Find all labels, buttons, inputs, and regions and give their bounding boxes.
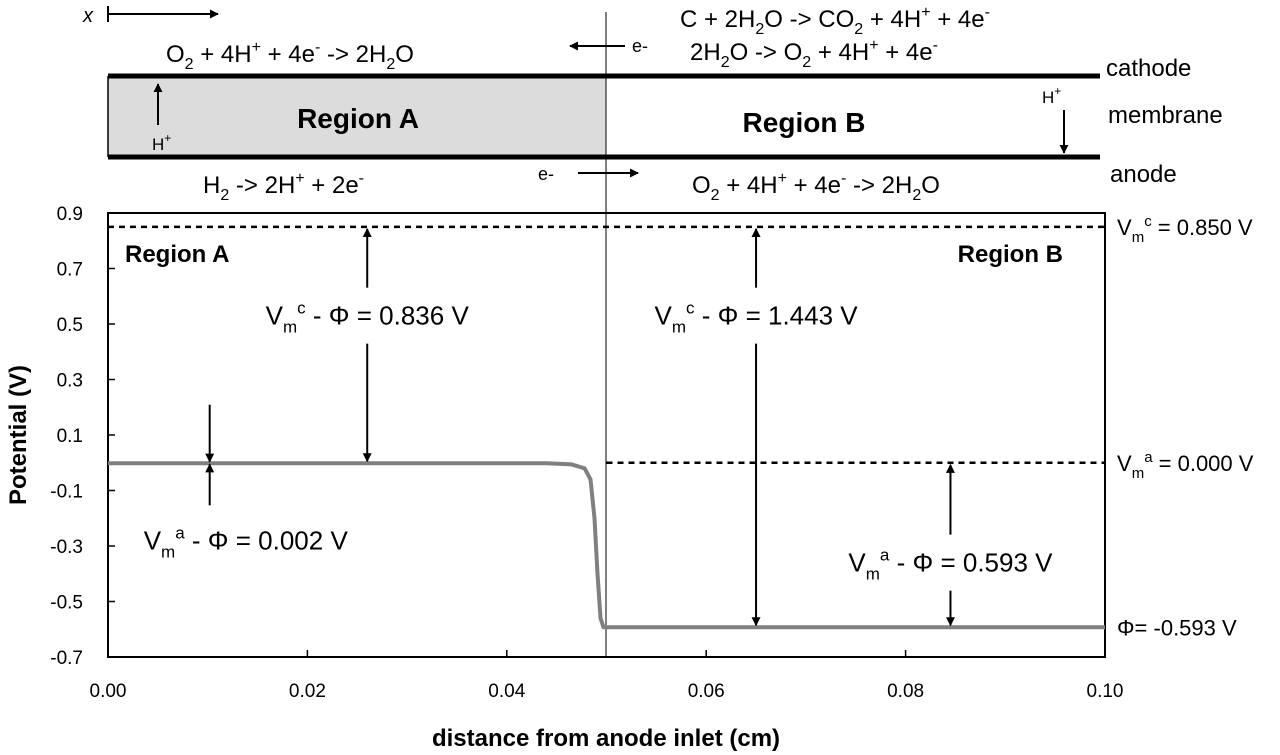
x-tick-label: 0.06 [688,681,725,702]
reaction-cathode-region-a: O2 + 4H+ + 4e- -> 2H2O [166,39,414,73]
cathode-label: cathode [1106,55,1191,82]
x-tick-label: 0.04 [488,681,525,702]
y-tick-label: -0.5 [50,593,83,614]
potential-annotations: Vmc - Φ = 0.836 V Vmc - Φ = 1.443 V Vma - … [144,227,1053,627]
x-tick-label: 0.08 [887,681,924,702]
cell-schematic: x cathode membrane anode Region A Region… [82,4,1223,204]
reference-lines: Vmc = 0.850 V Vma = 0.000 V Φ= -0.593 V [108,213,1254,640]
annotation-label: Vma - Φ = 0.002 V [144,523,349,561]
annotation-label: Vmc - Φ = 0.836 V [266,299,470,337]
potential-line [108,461,1105,630]
annotation-label: Vmc - Φ = 1.443 V [654,299,858,337]
potential-plot: 0.9 0.7 0.5 0.3 0.1 -0.1 -0.3 -0.5 -0.7 0.00 0.02… [5,12,1254,752]
x-tick-label: 0.00 [90,681,127,702]
y-axis-label: Potential (V) [5,365,32,505]
schematic-region-a-label: Region A [297,103,419,134]
annotation-1: Vmc - Φ = 0.836 V [266,227,470,463]
reaction-anode-region-a: H2 -> 2H+ + 2e- [203,170,364,204]
y-tick-label: 0.3 [57,371,83,392]
y-tick-label: -0.7 [50,648,83,669]
y-axis-ticks: 0.9 0.7 0.5 0.3 0.1 -0.1 -0.3 -0.5 -0.7 [50,204,115,669]
plot-region-a-label: Region A [125,241,229,268]
x-axis-label: distance from anode inlet (cm) [432,725,780,752]
y-tick-label: 0.1 [57,426,83,447]
electron-label-cathode: e- [632,36,648,56]
x-axis-symbol: x [82,5,94,27]
annotation-label: Vma - Φ = 0.593 V [848,546,1053,584]
y-tick-label: -0.3 [50,537,83,558]
reference-line-label-1: Vmc = 0.850 V [1117,213,1253,246]
y-tick-label: 0.5 [57,315,83,336]
annotation-4: Vma - Φ = 0.002 V [144,404,349,561]
proton-label-region-b: H+ [1042,84,1061,107]
x-tick-label: 0.02 [289,681,326,702]
x-axis-ticks: 0.00 0.02 0.04 0.06 0.08 0.10 [90,650,1124,702]
x-tick-label: 0.10 [1087,681,1124,702]
annotation-2: Vmc - Φ = 1.443 V [654,227,858,627]
membrane-label: membrane [1108,102,1223,129]
schematic-region-b-label: Region B [743,107,866,138]
reaction-cathode-region-b-1: C + 2H2O -> CO2 + 4H+ + 4e- [680,4,990,38]
y-tick-label: 0.9 [57,204,83,225]
reaction-anode-region-b: O2 + 4H+ + 4e- -> 2H2O [692,170,940,204]
proton-label-region-a: H+ [152,131,171,154]
reference-line-label-2: Vma = 0.000 V [1117,449,1254,482]
region-a-membrane-fill [108,76,606,157]
potential-series [108,461,1105,630]
y-tick-label: 0.7 [57,260,83,281]
reaction-cathode-region-b-2: 2H2O -> O2 + 4H+ + 4e- [690,37,938,71]
anode-label: anode [1110,161,1177,188]
annotation-3: Vma - Φ = 0.593 V [848,463,1053,627]
reference-line-label-3: Φ= -0.593 V [1117,615,1237,640]
y-tick-label: -0.1 [50,482,83,503]
plot-region-b-label: Region B [958,241,1063,268]
electron-label-anode: e- [538,164,554,184]
